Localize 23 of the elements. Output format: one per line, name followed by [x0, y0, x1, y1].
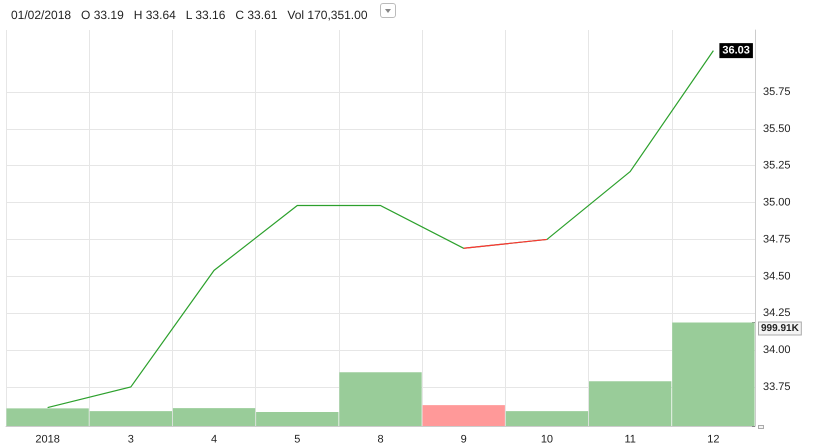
- y-tick-label: 34.75: [763, 233, 791, 246]
- x-tick-label: 4: [210, 434, 218, 445]
- chart-title: 01/02/2018 O 33.19 H 33.64 L 33.16 C 33.61 Vol 170,351.00: [11, 8, 368, 22]
- x-tick-label: 9: [460, 434, 467, 445]
- y2-tick-label: 999.91K: [761, 323, 800, 334]
- y-tick-label: 33.75: [763, 380, 791, 393]
- y-tick-label: 35.00: [763, 196, 791, 209]
- data-label: 36.03: [722, 44, 750, 57]
- x-tick-label: 8: [377, 434, 384, 445]
- x-tick-label: 2018: [35, 434, 60, 445]
- x-tick-label: 11: [624, 434, 636, 445]
- y-tick-label: 34.50: [763, 270, 791, 282]
- y-tick-label: 34.25: [763, 307, 791, 320]
- x-tick-label: 10: [540, 434, 554, 445]
- x-tick-label: 5: [294, 434, 300, 445]
- x-tick-label: 12: [707, 434, 720, 445]
- x-tick-label: 3: [128, 434, 134, 445]
- y-tick-label: 35.50: [763, 122, 791, 135]
- y-tick-label: 34.00: [763, 344, 791, 356]
- line-series: [47, 50, 714, 408]
- y-tick-label: 35.75: [763, 86, 791, 98]
- y-tick-label: 35.25: [763, 160, 791, 172]
- bar: [422, 405, 505, 426]
